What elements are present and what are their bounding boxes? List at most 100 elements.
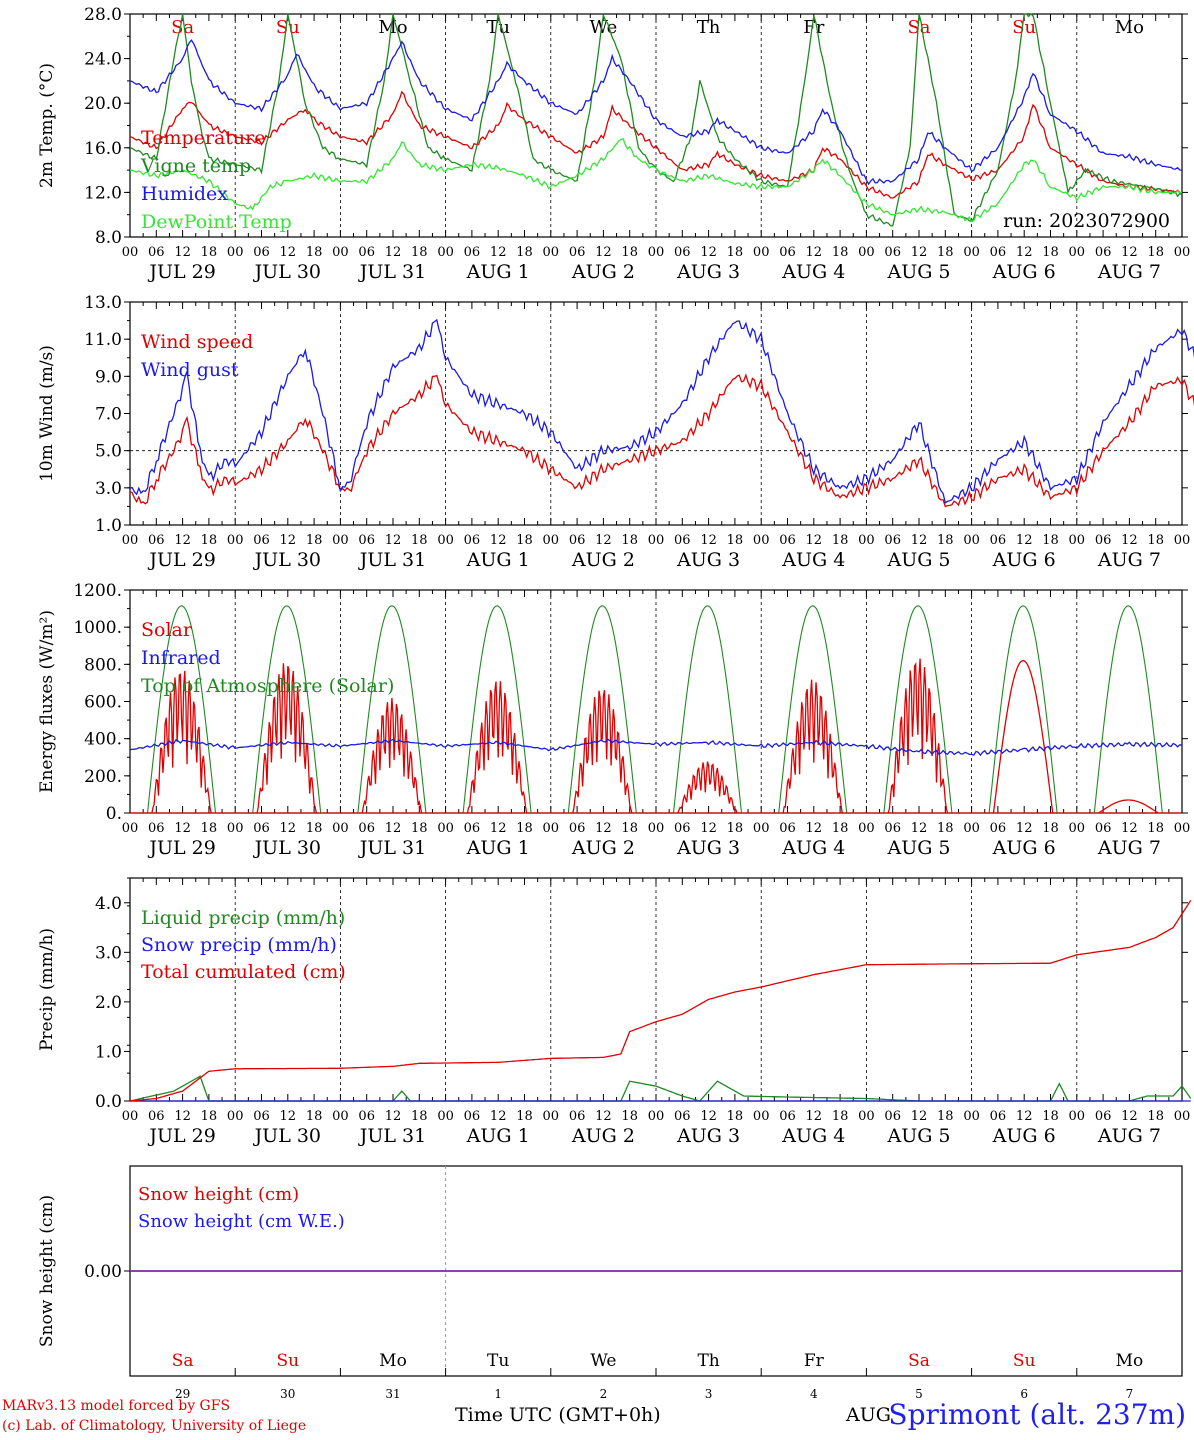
date-label: AUG 1: [466, 837, 530, 859]
hour-tick-label: 00: [332, 533, 349, 548]
hour-tick-label: 12: [911, 821, 928, 836]
hour-tick-label: 12: [385, 821, 402, 836]
hour-tick-label: 18: [1147, 245, 1164, 260]
run-annotation: run: 2023072900: [1003, 210, 1170, 232]
y-tick-label: 1200.: [73, 581, 122, 601]
hour-tick-label: 00: [543, 1109, 560, 1124]
hour-tick-label: 06: [253, 533, 270, 548]
y-tick-label: 12.0: [84, 183, 122, 203]
hour-tick-label: 12: [1016, 533, 1033, 548]
date-label: JUL 31: [358, 837, 426, 859]
date-label: AUG 5: [886, 837, 950, 859]
plot-frame: [129, 13, 1183, 238]
solar-line: [256, 663, 317, 814]
hour-tick-label: 00: [1174, 245, 1191, 260]
date-label: JUL 31: [358, 261, 426, 283]
y-axis-label: Energy fluxes (W/m²): [37, 610, 57, 793]
weekday-label: Su: [276, 17, 300, 38]
weekday-label: Sa: [907, 17, 930, 38]
series-line: [129, 137, 1183, 223]
lab-credit: (c) Lab. of Climatology, University of L…: [2, 1418, 307, 1434]
hour-tick-label: 06: [884, 533, 901, 548]
hour-tick-label: 00: [753, 533, 770, 548]
hour-tick-label: 00: [1174, 1109, 1191, 1124]
date-label: JUL 31: [358, 1125, 426, 1147]
hour-tick-label: 12: [174, 533, 191, 548]
hour-tick-label: 00: [648, 245, 665, 260]
date-label: JUL 30: [253, 1125, 321, 1147]
day-number-label: 7: [1126, 1387, 1134, 1401]
date-label: AUG 2: [571, 261, 635, 283]
hour-tick-label: 12: [911, 1109, 928, 1124]
hour-tick-label: 00: [963, 533, 980, 548]
weekday-label: Tu: [487, 1351, 509, 1371]
hour-tick-label: 18: [727, 1109, 744, 1124]
y-tick-label: 16.0: [84, 139, 122, 159]
day-number-label: 4: [810, 1387, 818, 1401]
series-line: [129, 90, 1183, 199]
y-tick-label: 24.0: [84, 50, 122, 70]
toa-solar-line: [971, 605, 1077, 814]
y-tick-label: 400.: [84, 730, 122, 750]
date-label: JUL 31: [358, 549, 426, 571]
hour-tick-label: 06: [884, 245, 901, 260]
hour-tick-label: 12: [1016, 245, 1033, 260]
hour-tick-label: 06: [358, 821, 375, 836]
weekday-label: We: [590, 1351, 616, 1371]
legend-entry: Snow precip (mm/h): [141, 934, 337, 956]
hour-tick-label: 18: [937, 1109, 954, 1124]
series-line: [129, 318, 1194, 504]
y-tick-label: 20.0: [84, 94, 122, 114]
date-label: JUL 29: [147, 837, 215, 859]
weekday-label: Sa: [171, 17, 194, 38]
hour-tick-label: 06: [674, 245, 691, 260]
date-label: AUG 2: [571, 549, 635, 571]
date-label: AUG 3: [676, 549, 740, 571]
panel-1: 2m Temp. (°C) 8.0 12.0 16.0 20.0 24.0 28.0 00 06…: [37, 5, 1190, 283]
date-label: AUG 7: [1097, 549, 1161, 571]
panel-4: Precip (mm/h) 0.0 1.0 2.0 3.0 4.0 00 06 12 18 00 06…: [37, 877, 1192, 1147]
date-label: AUG 4: [781, 837, 845, 859]
weekday-label: Su: [276, 1351, 299, 1371]
hour-tick-label: 00: [332, 245, 349, 260]
date-label: AUG 2: [571, 1125, 635, 1147]
infrared-line: [129, 738, 1183, 757]
hour-tick-label: 00: [963, 1109, 980, 1124]
day-number-label: 3: [705, 1387, 713, 1401]
hour-tick-label: 06: [569, 533, 586, 548]
weekday-label: Mo: [1116, 1351, 1144, 1371]
day-number-label: 30: [280, 1387, 295, 1401]
hour-tick-label: 06: [779, 1109, 796, 1124]
toa-solar-line: [761, 605, 867, 814]
date-label: AUG 3: [676, 261, 740, 283]
series-line: [129, 39, 1183, 186]
y-tick-label: 0.0: [95, 1092, 122, 1112]
hour-tick-label: 18: [516, 245, 533, 260]
hour-tick-label: 00: [437, 1109, 454, 1124]
y-tick-label: 3.0: [95, 479, 122, 499]
weekday-label: Fr: [803, 17, 824, 38]
weekday-label: Fr: [804, 1351, 825, 1371]
hour-tick-label: 12: [911, 533, 928, 548]
hour-tick-label: 18: [1147, 821, 1164, 836]
hour-tick-label: 12: [280, 821, 297, 836]
hour-tick-label: 06: [990, 533, 1007, 548]
hour-tick-label: 12: [174, 1109, 191, 1124]
date-label: AUG 2: [571, 837, 635, 859]
hour-tick-label: 18: [1147, 533, 1164, 548]
hour-tick-label: 12: [174, 245, 191, 260]
hour-tick-label: 00: [1069, 1109, 1086, 1124]
weekday-label: Mo: [1115, 17, 1144, 38]
hour-tick-label: 12: [911, 245, 928, 260]
y-tick-label: 1000.: [73, 618, 122, 638]
hour-tick-label: 00: [227, 1109, 244, 1124]
hour-tick-label: 18: [937, 821, 954, 836]
hour-tick-label: 06: [674, 1109, 691, 1124]
solar-line: [572, 689, 633, 814]
date-label: JUL 30: [253, 261, 321, 283]
day-number-label: 31: [385, 1387, 400, 1401]
hour-tick-label: 06: [1095, 821, 1112, 836]
day-number-label: 5: [915, 1387, 923, 1401]
hour-tick-label: 18: [306, 1109, 323, 1124]
